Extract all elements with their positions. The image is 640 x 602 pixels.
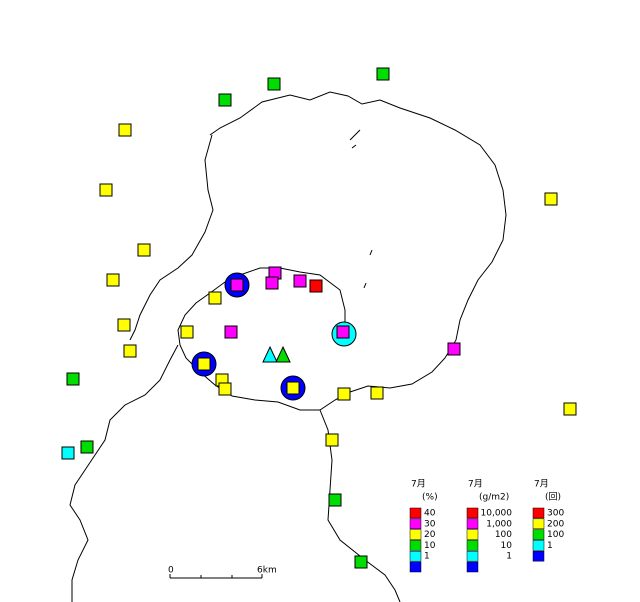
legend-label: 200 bbox=[547, 519, 564, 529]
legend-title: 7月 bbox=[468, 479, 483, 490]
crater-triangle bbox=[262, 345, 278, 363]
station-square bbox=[218, 382, 232, 396]
legends: 7月(%)4030201017月(g/m2)10,0001,0001001017… bbox=[409, 479, 564, 573]
scale-bar: 0 6km bbox=[168, 566, 277, 579]
station-square bbox=[265, 276, 279, 290]
legend-swatch bbox=[409, 507, 422, 519]
legend-label: 10,000 bbox=[481, 509, 513, 519]
station-square bbox=[61, 446, 75, 460]
station-square bbox=[447, 342, 461, 356]
legend-swatch bbox=[409, 540, 422, 551]
station-square bbox=[123, 344, 137, 358]
legend-swatch bbox=[466, 550, 479, 562]
station-square bbox=[80, 440, 94, 454]
station-square bbox=[99, 183, 113, 197]
station-square bbox=[325, 433, 339, 447]
station-square bbox=[66, 372, 80, 386]
station-square bbox=[218, 93, 232, 107]
legend-label: 1 bbox=[547, 541, 553, 551]
markers bbox=[61, 67, 577, 569]
station-square bbox=[230, 278, 244, 292]
legend-label: 1 bbox=[506, 552, 512, 562]
legend-swatch bbox=[466, 518, 479, 530]
legend-title: 7月 bbox=[411, 479, 426, 490]
station-square bbox=[563, 402, 577, 416]
legend-label: 1,000 bbox=[486, 519, 512, 529]
legend-swatch bbox=[466, 507, 479, 519]
legend-swatch bbox=[409, 561, 422, 573]
legend-swatch bbox=[409, 550, 422, 562]
scale-end: 6km bbox=[257, 566, 277, 576]
station-square bbox=[224, 325, 238, 339]
legend-label: 100 bbox=[495, 530, 512, 540]
legend-label: 30 bbox=[424, 519, 436, 529]
legend-label: 1 bbox=[424, 552, 430, 562]
scale-start: 0 bbox=[168, 566, 174, 576]
legend-unit: (g/m2) bbox=[479, 493, 509, 503]
station-square bbox=[309, 279, 323, 293]
legend-swatch bbox=[409, 529, 422, 540]
crater-triangle bbox=[275, 345, 291, 363]
station-square bbox=[328, 493, 342, 507]
legend-swatch bbox=[466, 561, 479, 573]
station-square bbox=[137, 243, 151, 257]
legend-unit: (回) bbox=[545, 492, 561, 503]
station-square bbox=[370, 386, 384, 400]
legend-swatch bbox=[532, 540, 545, 551]
legend-label: 100 bbox=[547, 530, 564, 540]
station-square bbox=[336, 325, 350, 339]
station-square bbox=[544, 192, 558, 206]
station-square bbox=[376, 67, 390, 81]
station-square bbox=[337, 387, 351, 401]
station-square bbox=[180, 325, 194, 339]
legend-label: 20 bbox=[424, 530, 436, 540]
legend-label: 10 bbox=[501, 541, 513, 551]
station-square bbox=[208, 291, 222, 305]
legend-swatch bbox=[532, 518, 545, 530]
legend-swatch bbox=[466, 529, 479, 540]
legend-title: 7月 bbox=[534, 479, 549, 490]
legend-swatch bbox=[532, 507, 545, 519]
legend-label: 10 bbox=[424, 541, 436, 551]
legend-swatch bbox=[466, 540, 479, 551]
legend-label: 300 bbox=[547, 509, 564, 519]
station-square bbox=[117, 318, 131, 332]
station-square bbox=[286, 381, 300, 395]
legend-unit: (%) bbox=[422, 493, 438, 503]
station-square bbox=[197, 357, 211, 371]
station-square bbox=[267, 77, 281, 91]
legend-swatch bbox=[532, 529, 545, 540]
legend-swatch bbox=[409, 518, 422, 530]
legend-label: 40 bbox=[424, 509, 436, 519]
station-square bbox=[106, 273, 120, 287]
station-square bbox=[293, 274, 307, 288]
station-square bbox=[118, 123, 132, 137]
station-square bbox=[354, 555, 368, 569]
legend-swatch bbox=[532, 550, 545, 562]
